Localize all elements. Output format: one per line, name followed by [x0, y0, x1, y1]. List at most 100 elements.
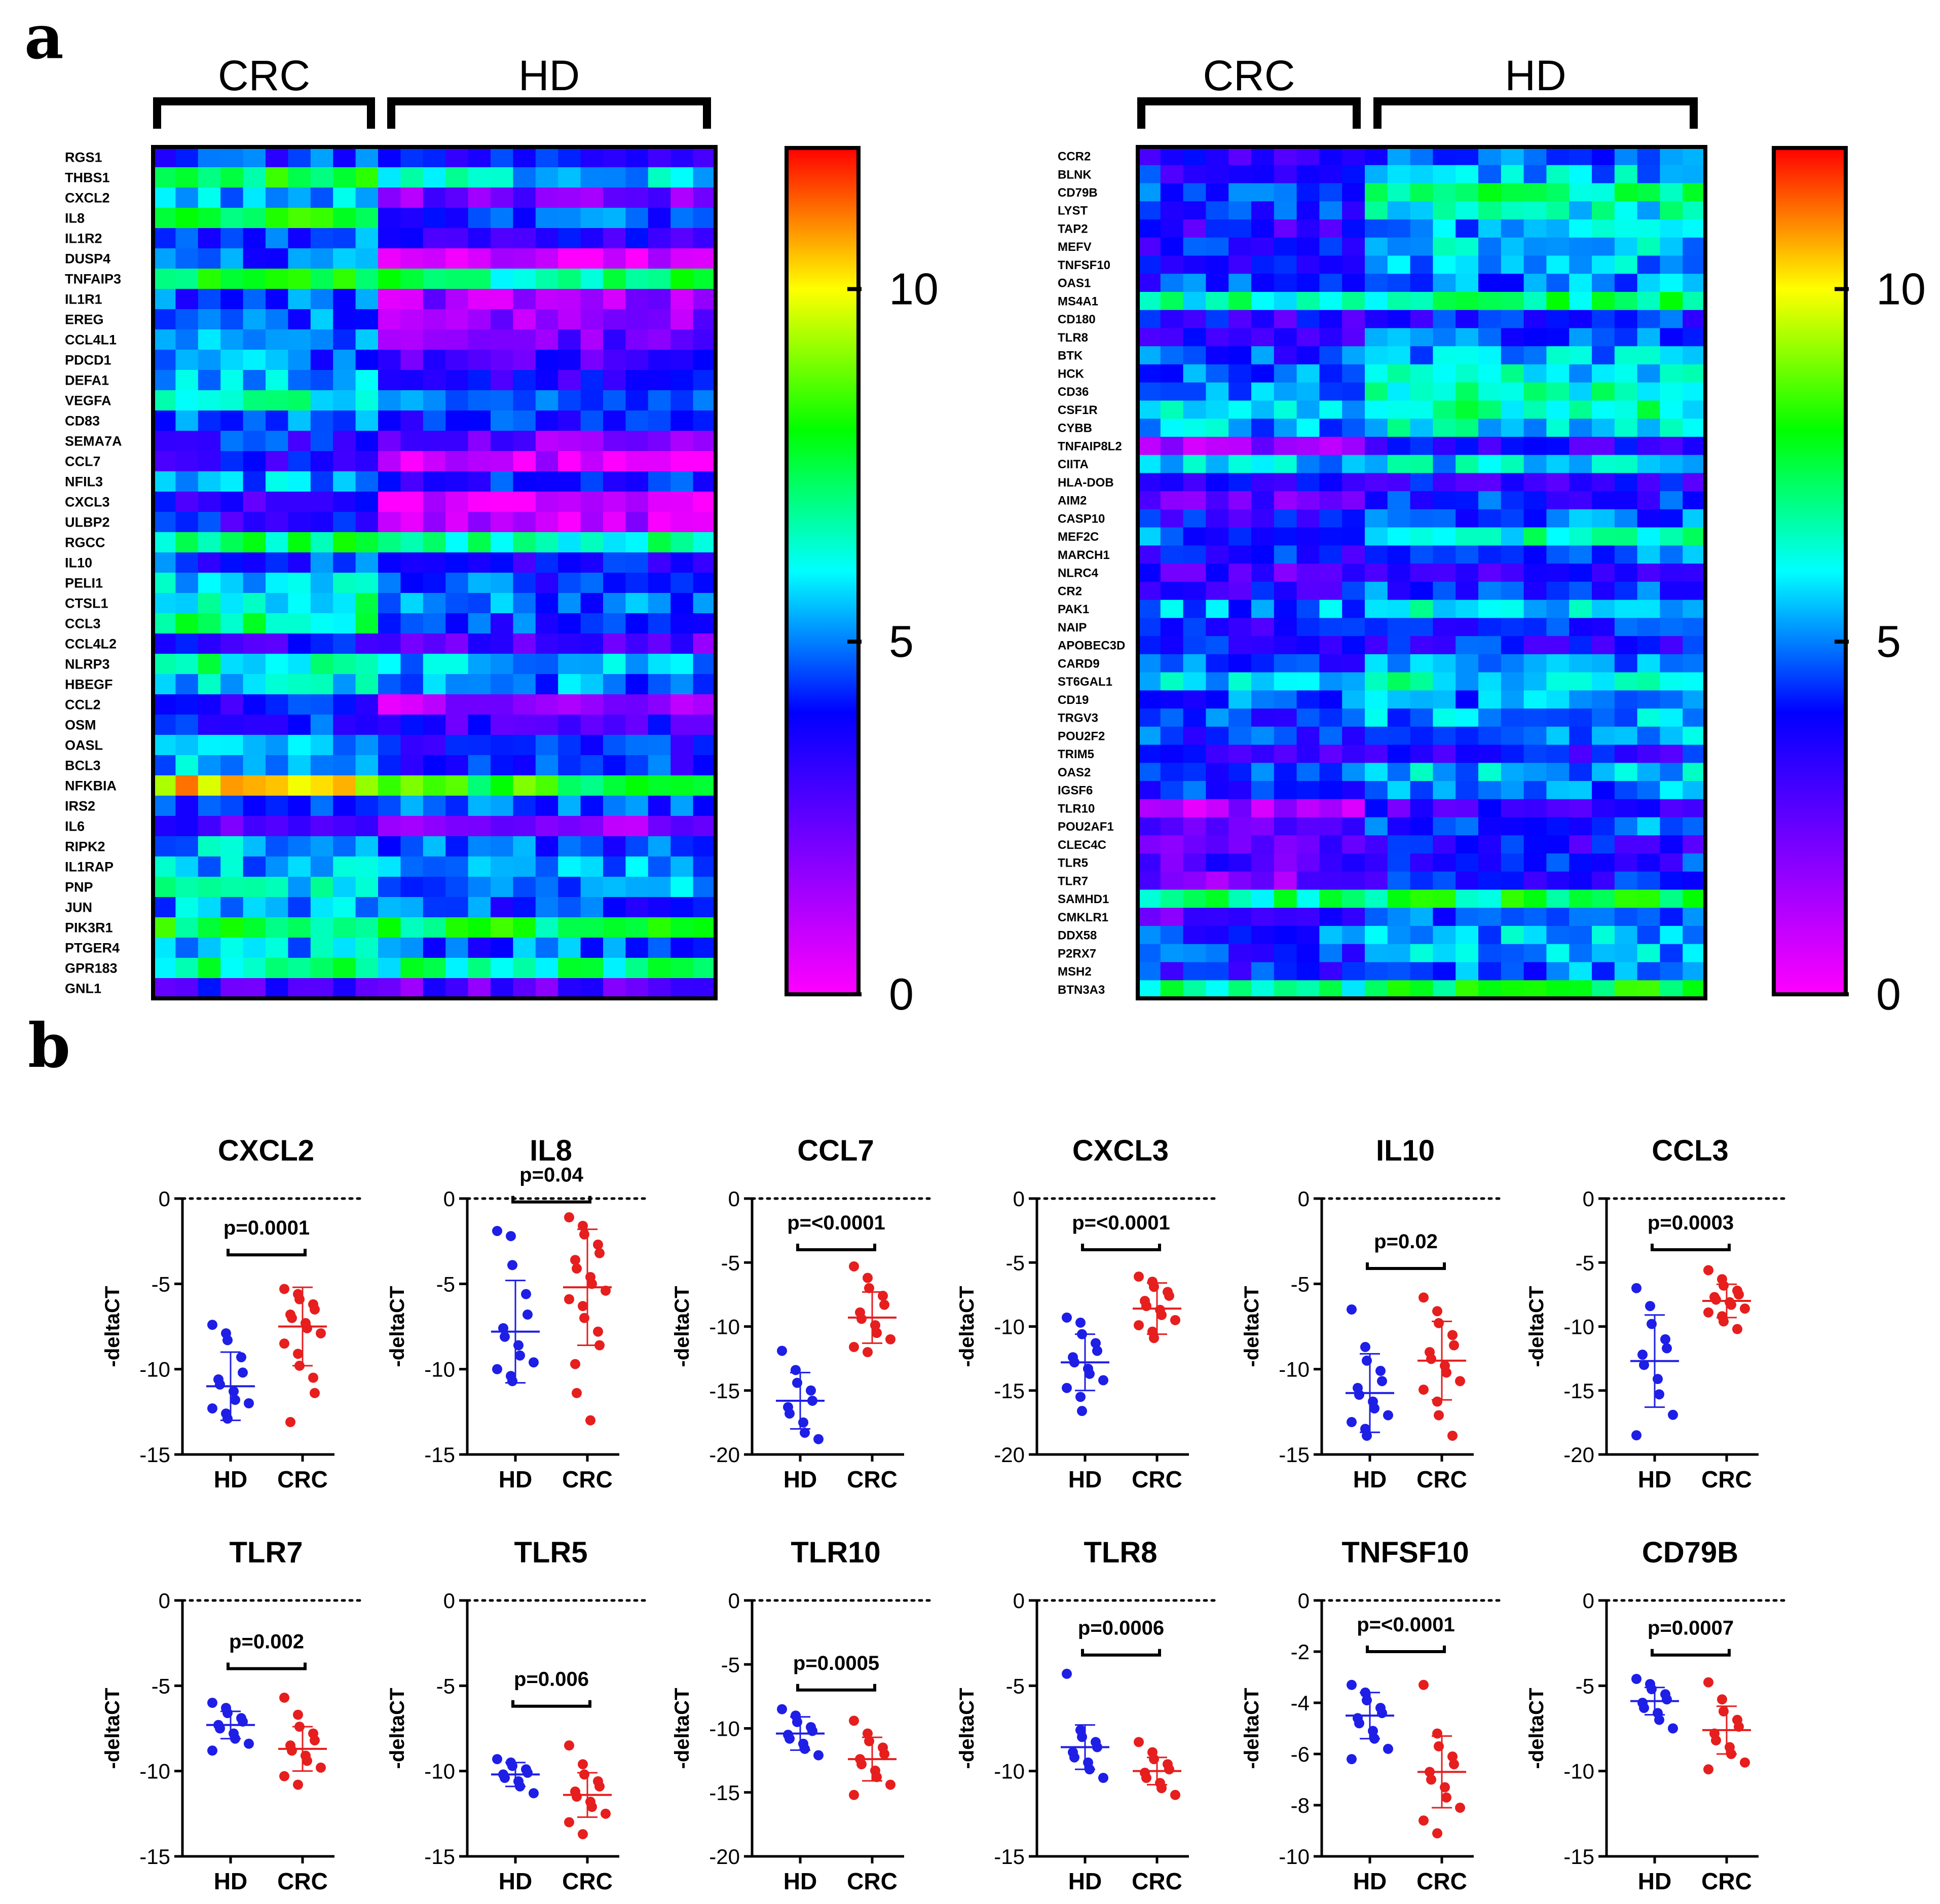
heatmap-cell [1342, 364, 1365, 383]
colorbar [1772, 146, 1848, 996]
heatmap-cell [1183, 473, 1206, 492]
heatmap-cell [468, 978, 491, 999]
heatmap-cell [1501, 962, 1524, 981]
heatmap-cell [423, 613, 446, 634]
heatmap-cell [1614, 147, 1638, 166]
heatmap-cell [648, 248, 671, 269]
heatmap-cell [513, 917, 536, 938]
heatmap-cell [1637, 274, 1660, 292]
heatmap-cell [1387, 201, 1411, 220]
heatmap-cell [1637, 980, 1660, 999]
heatmap-cell [1683, 147, 1706, 166]
heatmap-cell [423, 958, 446, 979]
heatmap-cell [1501, 147, 1524, 166]
heatmap-cell [1183, 690, 1206, 709]
y-tick-label: -5 [1576, 1674, 1594, 1698]
heatmap-cell [580, 370, 604, 391]
heatmap-cell [693, 775, 716, 796]
crc-data-point [879, 1749, 889, 1759]
heatmap-cell [625, 532, 649, 553]
heatmap-cell [1183, 183, 1206, 202]
y-axis-label: -deltaCT [1241, 1286, 1263, 1367]
heatmap-cell [1569, 726, 1592, 745]
hd-data-point [800, 1743, 810, 1754]
heatmap-cell [603, 877, 626, 898]
heatmap-cell [1296, 690, 1320, 709]
heatmap-cell [333, 228, 356, 249]
heatmap-cell [580, 856, 604, 877]
heatmap-cell [1546, 926, 1570, 945]
x-tick-label: CRC [1132, 1466, 1182, 1492]
heatmap-cell [1546, 364, 1570, 383]
heatmap-cell [1251, 564, 1275, 582]
heatmap-cell [468, 208, 491, 229]
heatmap-cell [1456, 708, 1479, 727]
heatmap-cell [625, 897, 649, 918]
heatmap-cell [558, 856, 581, 877]
gene-label: CD36 [1058, 385, 1089, 399]
crc-data-point [308, 1372, 318, 1383]
heatmap-cell [1387, 654, 1411, 673]
heatmap-cell [153, 755, 176, 776]
hd-data-point [492, 1225, 502, 1236]
heatmap-cell [288, 188, 311, 208]
heatmap-cell [1660, 835, 1683, 854]
heatmap-cell [513, 269, 536, 289]
heatmap-cell [1183, 147, 1206, 166]
heatmap-cell [333, 978, 356, 999]
heatmap-cell [175, 735, 199, 756]
heatmap-cell [266, 309, 288, 330]
heatmap-cell [625, 552, 649, 573]
heatmap-cell [1433, 744, 1456, 763]
heatmap-cell [400, 228, 424, 249]
heatmap-cell [355, 593, 379, 614]
heatmap-cell [400, 613, 424, 634]
heatmap-cell [1569, 509, 1592, 528]
heatmap-cell [1228, 690, 1252, 709]
heatmap-cell [625, 694, 649, 715]
heatmap-cell [1160, 799, 1184, 818]
heatmap-cell [535, 877, 558, 898]
heatmap-cell [648, 309, 671, 330]
heatmap-cell [693, 167, 716, 188]
crc-data-point [1447, 1430, 1458, 1441]
heatmap-cell [1546, 419, 1570, 437]
heatmap-cell [1387, 908, 1411, 926]
heatmap-cell [288, 228, 311, 249]
y-tick-label: -15 [139, 1845, 170, 1869]
heatmap-cell [468, 350, 491, 370]
heatmap-cell [1501, 871, 1524, 890]
heatmap-cell [1433, 255, 1456, 274]
heatmap-cell [153, 451, 176, 472]
heatmap-cell [1387, 618, 1411, 637]
heatmap-cell [1683, 346, 1706, 365]
heatmap-cell [1319, 455, 1342, 473]
heatmap-cell [670, 917, 694, 938]
heatmap-cell [310, 248, 333, 269]
gene-label: CYBB [1058, 422, 1092, 435]
heatmap-cell [1138, 310, 1161, 329]
heatmap-cell [1478, 908, 1502, 926]
crc-data-point [1703, 1307, 1713, 1318]
heatmap-cell [1365, 926, 1388, 945]
heatmap-cell [1251, 744, 1275, 763]
heatmap-cell [355, 978, 379, 999]
heatmap-cell [423, 269, 446, 289]
heatmap-cell [1683, 926, 1706, 945]
heatmap-cell [400, 674, 424, 695]
heatmap-cell [468, 167, 491, 188]
heatmap-cell [1456, 744, 1479, 763]
heatmap-cell [423, 309, 446, 330]
heatmap-cell [310, 917, 333, 938]
heatmap-cell [243, 917, 266, 938]
gene-label: APOBEC3D [1058, 639, 1125, 653]
heatmap-cell [1228, 545, 1252, 564]
heatmap-cell [400, 390, 424, 411]
heatmap-cell [333, 471, 356, 492]
heatmap-cell [535, 532, 558, 553]
crc-data-point [849, 1261, 859, 1272]
heatmap-cell [1183, 708, 1206, 727]
heatmap-cell [648, 613, 671, 634]
crc-data-point [293, 1709, 303, 1720]
